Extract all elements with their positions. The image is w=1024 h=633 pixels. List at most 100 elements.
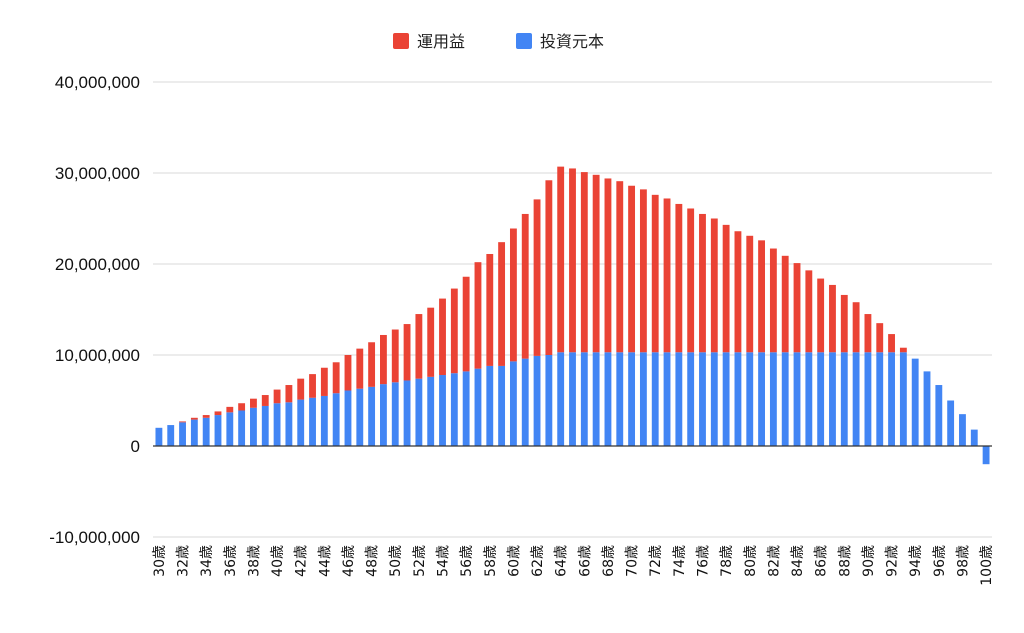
- bar-principal: [616, 352, 624, 446]
- x-axis-labels: 30歳 32歳 34歳 36歳 38歳 40歳 42歳 44歳 46歳 48歳 50歳 52歳 54歳 5…: [152, 545, 995, 586]
- bar-gain: [888, 334, 895, 353]
- bar-gain: [557, 166, 565, 353]
- bar-principal: [462, 371, 470, 446]
- bar-gain: [403, 324, 411, 381]
- bar-principal: [852, 352, 860, 446]
- bar-gain: [450, 288, 458, 374]
- bar-principal: [651, 352, 659, 446]
- x-tick-label: 64歳: [554, 545, 570, 577]
- bar-gain: [710, 218, 718, 353]
- bar-principal: [699, 352, 706, 446]
- bar-principal: [805, 352, 813, 446]
- bar-gain: [580, 172, 588, 353]
- x-tick-label: 68歳: [601, 545, 617, 577]
- bar-principal: [864, 352, 872, 446]
- legend-swatch: [393, 33, 409, 49]
- x-tick-label: 98歳: [955, 545, 971, 577]
- x-tick-label: 34歳: [199, 545, 215, 577]
- bar-gain: [462, 276, 470, 372]
- bar-principal: [746, 352, 754, 446]
- bar-gain: [238, 403, 246, 411]
- bar-gain: [356, 348, 364, 389]
- bar-principal: [604, 352, 612, 446]
- bar-principal: [569, 352, 576, 446]
- bar-principal: [214, 415, 222, 446]
- bar-gain: [368, 342, 376, 387]
- x-tick-label: 52歳: [412, 545, 428, 577]
- bar-gain: [344, 355, 352, 391]
- bar-principal: [781, 352, 789, 446]
- bar-principal: [368, 386, 376, 446]
- x-tick-label: 38歳: [246, 545, 262, 577]
- bar-principal: [509, 361, 517, 446]
- x-tick-label: 92歳: [885, 545, 901, 577]
- y-tick-label: 40,000,000: [55, 73, 140, 92]
- bar-gain: [675, 203, 683, 353]
- bar-principal: [250, 407, 257, 446]
- x-tick-label: 90歳: [861, 545, 877, 577]
- bar-gain: [840, 294, 848, 353]
- x-tick-label: 40歳: [270, 545, 286, 577]
- bar-principal: [273, 403, 281, 446]
- bar-gain: [533, 199, 541, 356]
- bar-principal: [923, 371, 931, 446]
- bar-principal: [309, 397, 316, 446]
- x-tick-label: 66歳: [577, 545, 593, 577]
- x-tick-label: 78歳: [719, 545, 735, 577]
- bar-principal: [888, 352, 895, 446]
- bar-principal: [840, 352, 848, 446]
- bar-principal: [356, 388, 364, 446]
- x-tick-label: 88歳: [837, 545, 853, 577]
- bar-principal: [533, 355, 541, 446]
- x-tick-label: 94歳: [908, 545, 924, 577]
- y-tick-label: -10,000,000: [49, 528, 140, 547]
- bar-gain: [226, 406, 234, 413]
- legend-item: 運用益: [393, 32, 465, 51]
- bar-gain: [439, 298, 446, 376]
- x-tick-label: 72歳: [648, 545, 664, 577]
- y-tick-label: 10,000,000: [55, 346, 140, 365]
- bar-gain: [297, 378, 305, 400]
- bar-gain: [746, 235, 754, 353]
- bar-principal: [320, 395, 328, 446]
- bar-principal: [722, 352, 730, 446]
- y-axis-labels: 40,000,000 30,000,000 20,000,000 10,000,000…: [49, 73, 140, 547]
- x-tick-label: 62歳: [530, 545, 546, 577]
- bar-principal: [297, 399, 305, 446]
- bar-principal: [982, 446, 990, 465]
- bar-principal: [545, 355, 553, 446]
- bar-gain: [876, 323, 884, 353]
- bar-gain: [781, 255, 789, 353]
- bar-principal: [687, 352, 695, 446]
- bar-principal: [474, 368, 482, 446]
- x-tick-label: 44歳: [317, 545, 333, 577]
- x-tick-label: 86歳: [814, 545, 830, 577]
- x-tick-label: 32歳: [176, 545, 192, 577]
- bar-principal: [450, 373, 458, 446]
- bar-principal: [226, 412, 234, 446]
- bar-gain: [202, 415, 210, 418]
- bar-gain: [545, 180, 553, 355]
- bar-principal: [959, 414, 966, 446]
- bar-principal: [380, 384, 387, 446]
- x-tick-label: 48歳: [365, 545, 381, 577]
- bar-principal: [202, 417, 210, 446]
- bar-gain: [687, 208, 695, 353]
- bar-principal: [403, 380, 411, 446]
- bar-principal: [829, 352, 836, 446]
- bar-gain: [651, 194, 659, 353]
- bar-principal: [415, 378, 423, 446]
- x-tick-label: 96歳: [932, 545, 948, 577]
- bars: [155, 166, 990, 465]
- bar-principal: [261, 405, 269, 446]
- bar-principal: [758, 352, 765, 446]
- bar-principal: [769, 352, 777, 446]
- bar-principal: [427, 376, 435, 446]
- bar-principal: [663, 352, 671, 446]
- bar-principal: [344, 390, 352, 446]
- bar-principal: [155, 427, 163, 446]
- bar-principal: [793, 352, 801, 446]
- bar-principal: [876, 352, 884, 446]
- bar-gain: [864, 314, 872, 353]
